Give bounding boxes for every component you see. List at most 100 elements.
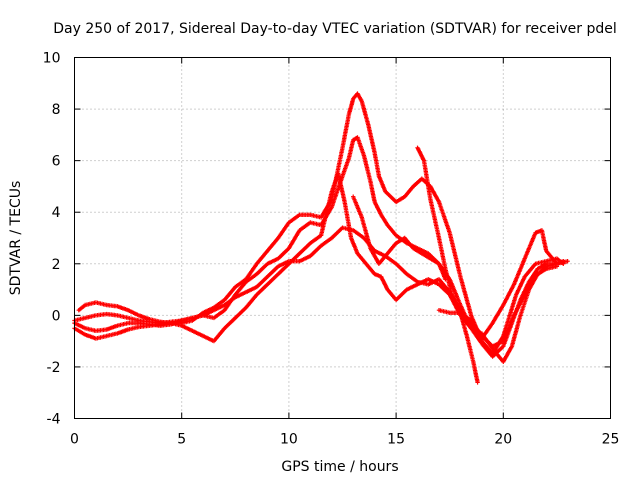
x-tick-label: 15 [387,432,405,448]
point-marker [93,334,108,341]
point-marker [539,228,549,252]
point-marker [276,262,290,277]
point-marker [125,308,140,317]
point-marker [286,229,302,251]
point-marker [93,312,108,318]
point-marker [265,237,280,254]
point-marker [104,331,118,339]
series-track-6 [415,145,480,385]
point-marker [447,230,463,278]
point-marker [361,153,373,182]
point-marker [308,234,323,246]
point-marker [318,190,334,238]
point-marker [511,293,527,318]
point-marker [535,262,548,272]
point-marker [346,98,355,117]
point-marker [378,274,390,291]
point-marker [93,300,108,307]
point-marker [479,333,494,348]
x-tick-label: 0 [70,432,79,448]
point-marker [436,199,452,234]
point-marker [419,251,432,261]
point-marker [104,302,118,309]
point-marker [404,271,419,284]
point-marker [449,292,462,314]
point-marker [368,179,377,203]
point-marker [376,173,387,193]
point-marker [490,304,505,326]
point-marker [222,286,237,303]
point-marker [346,139,356,161]
point-marker [507,294,518,318]
point-marker [522,232,538,261]
axis-ticks: 0 5 10 15 20 25 -4 -2 0 2 4 6 8 10 [43,51,620,448]
point-marker [376,252,389,266]
point-marker [115,313,129,320]
point-marker [211,308,226,321]
point-marker [511,257,527,287]
point-marker [342,199,353,239]
point-marker [402,185,415,199]
point-marker [297,221,312,233]
point-marker [243,293,258,310]
point-marker [468,318,484,337]
point-marker [318,236,333,248]
point-marker [355,91,364,103]
y-tick-label: -2 [47,360,61,376]
point-marker [415,145,426,162]
point-marker [372,199,383,216]
point-marker [393,288,408,303]
point-marker [368,246,381,265]
point-marker [359,215,373,249]
point-marker [501,314,512,339]
point-marker [378,212,389,226]
point-marker [501,314,516,344]
y-tick-label: 8 [52,102,61,118]
point-marker [276,247,290,261]
point-marker [393,195,406,205]
point-marker [265,272,280,287]
point-marker [522,275,537,297]
point-marker [479,341,494,358]
point-marker [436,308,451,315]
point-marker [490,346,505,363]
chart-title: Day 250 of 2017, Sidereal Day-to-day VTE… [53,21,617,37]
point-marker [436,277,451,294]
point-marker [355,135,366,157]
x-tick-label: 5 [177,432,186,448]
point-marker [428,197,441,239]
point-marker [254,283,269,297]
y-tick-label: 2 [52,257,61,273]
point-marker [544,248,559,265]
point-marker [385,222,398,237]
point-marker [233,280,248,297]
point-marker [351,228,365,240]
point-marker [458,310,473,322]
point-marker [514,275,527,297]
point-marker [276,259,290,269]
point-marker [308,244,323,259]
y-tick-label: 0 [52,308,61,324]
point-marker [104,311,118,318]
x-tick-label: 20 [494,432,512,448]
point-marker [471,359,480,384]
point-marker [522,262,537,279]
plot-frame [74,57,611,419]
point-marker [351,194,364,219]
point-marker [265,257,279,266]
point-marker [115,321,129,328]
point-marker [355,251,368,265]
point-marker [286,213,301,225]
point-marker [458,274,473,317]
point-marker [276,221,291,241]
y-tick-label: 10 [43,51,61,67]
point-marker [404,282,419,292]
point-marker [428,256,440,266]
data-marks [72,91,570,385]
point-marker [509,314,523,349]
point-marker [336,171,347,203]
point-marker [475,380,480,385]
point-marker [526,268,539,284]
series-track-7 [436,259,570,349]
